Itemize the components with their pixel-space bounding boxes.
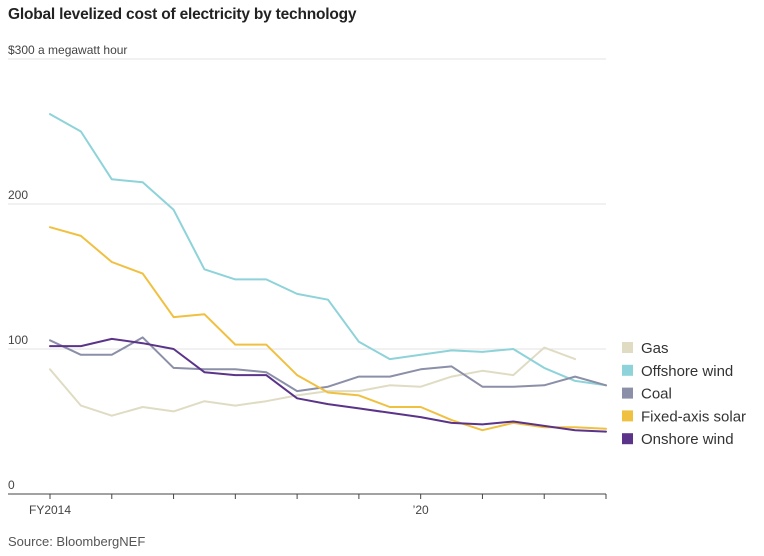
series-line-fixed-axis-solar [49,226,607,432]
grid-lines [8,58,606,350]
x-tick-label-2014: FY2014 [29,503,71,517]
legend-swatch-offshore-wind [622,364,633,376]
legend-label-coal: Coal [641,386,672,403]
legend-label-gas: Gas [641,340,669,357]
y-axis-labels: $300 a megawatt hour 200 100 0 [8,43,127,492]
series-lines [49,113,607,433]
series-line-onshore-wind [49,337,607,433]
chart-title: Global levelized cost of electricity by … [8,6,357,23]
legend-label-onshore-wind: Onshore wind [641,431,734,448]
legend-swatch-fixed-axis-solar [622,410,633,422]
y-tick-label-300: $300 a megawatt hour [8,43,127,57]
y-tick-label-100: 100 [8,333,28,347]
legend: Gas Offshore wind Coal Fixed-axis solar Onsh… [622,340,746,448]
y-tick-label-200: 200 [8,188,28,202]
series-line-offshore-wind [49,113,607,387]
series-line-gas [49,346,577,417]
legend-label-fixed-axis-solar: Fixed-axis solar [641,408,746,425]
source-note: Source: BloombergNEF [8,534,146,549]
x-axis: FY2014 ’20 [8,493,607,517]
legend-label-offshore-wind: Offshore wind [641,363,733,380]
y-tick-label-0: 0 [8,478,15,492]
legend-swatch-onshore-wind [622,433,633,445]
series-line-coal [49,336,607,393]
legend-swatch-coal [622,387,633,399]
legend-swatch-gas [622,342,633,353]
x-tick-label-2020: ’20 [413,503,429,517]
